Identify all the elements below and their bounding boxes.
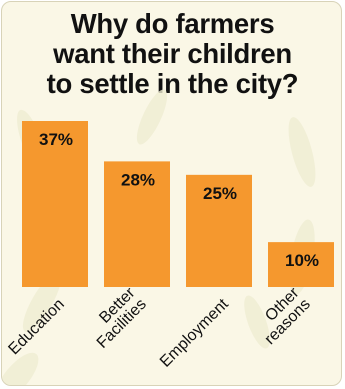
bar [268,242,334,287]
data-label: 25% [203,184,237,203]
chart-card: Why do farmers want their children to se… [1,1,342,386]
tick-label: BetterFacilities [82,284,150,352]
leaf-decoration [2,352,39,385]
data-label: 10% [285,251,319,270]
bar [104,161,170,287]
bar [186,174,252,287]
title-line: to settle in the city? [46,68,299,99]
bar-chart: 37%Education28%BetterFacilities25%Employ… [2,89,334,385]
data-label: 28% [121,170,155,189]
bars-group [22,121,334,287]
leaf-decoration [136,89,168,145]
data-label: 37% [39,130,73,149]
leaf-decoration [244,295,270,349]
title-line: Why do farmers [70,8,275,39]
leaf-decoration [288,117,316,187]
title-line: want their children [53,38,292,69]
tick-label: Employment [157,295,232,370]
chart-title: Why do farmers want their children to se… [2,8,341,99]
leaf-decoration [22,272,62,332]
bar [22,121,88,287]
